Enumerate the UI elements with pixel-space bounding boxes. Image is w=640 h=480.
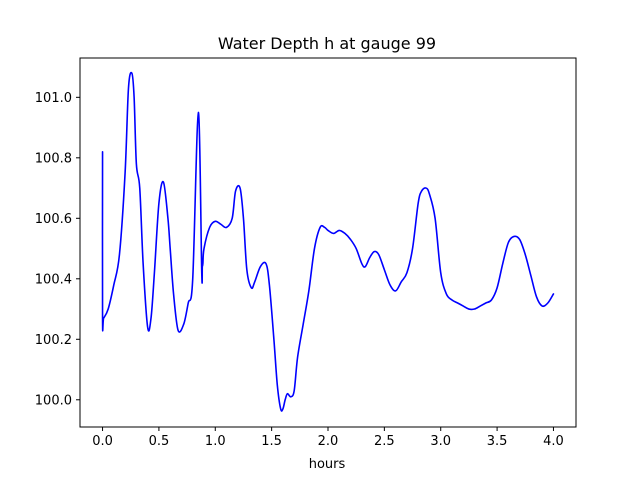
- y-tick-label: 100.6: [35, 212, 72, 227]
- x-axis: 0.0 0.5 1.0 1.5 2.0 2.5 3.0 3.5 4.0: [92, 427, 564, 449]
- x-tick-label: 0.0: [92, 434, 113, 449]
- x-tick-label: 1.5: [261, 434, 282, 449]
- x-axis-label: hours: [309, 457, 346, 472]
- x-tick-label: 4.0: [543, 434, 564, 449]
- y-tick-label: 100.4: [35, 272, 72, 287]
- x-tick-label: 0.5: [149, 434, 170, 449]
- y-axis: 100.0 100.2 100.4 100.6 100.8 101.0: [35, 91, 80, 408]
- x-tick-label: 3.0: [430, 434, 451, 449]
- x-tick-label: 2.5: [374, 434, 395, 449]
- plot-area: [101, 71, 555, 412]
- x-tick-label: 1.0: [205, 434, 226, 449]
- y-tick-label: 100.2: [35, 333, 72, 348]
- x-tick-label: 2.0: [318, 434, 339, 449]
- series-line-0: [101, 71, 555, 412]
- x-tick-label: 3.5: [487, 434, 508, 449]
- y-tick-label: 100.8: [35, 151, 72, 166]
- y-tick-label: 101.0: [35, 91, 72, 106]
- chart-title: Water Depth h at gauge 99: [218, 34, 436, 53]
- y-tick-label: 100.0: [35, 393, 72, 408]
